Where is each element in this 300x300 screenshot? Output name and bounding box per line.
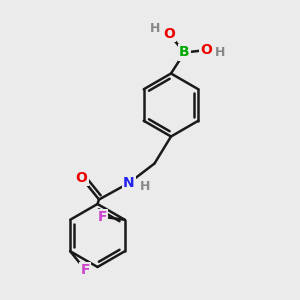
Text: O: O [76,171,88,185]
Text: H: H [150,22,161,35]
Text: O: O [200,43,212,57]
Text: F: F [98,210,107,224]
Text: N: N [123,176,135,190]
Text: B: B [179,46,190,59]
Text: H: H [140,180,150,193]
Text: O: O [163,27,175,41]
Text: H: H [214,46,225,59]
Text: F: F [80,263,90,277]
